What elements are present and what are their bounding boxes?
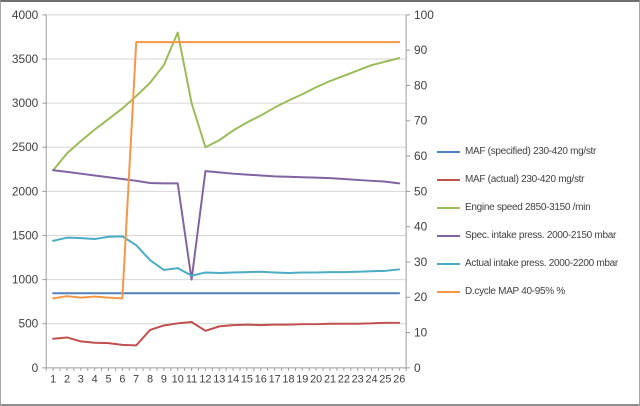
left-axis-tick-label: 2000 <box>12 184 39 198</box>
x-axis-tick-label: 26 <box>393 374 405 386</box>
legend-swatch-dcycle-map <box>437 290 460 293</box>
x-axis-tick-label: 9 <box>161 374 167 386</box>
right-axis-tick-label: 40 <box>414 220 428 234</box>
x-axis-tick-label: 17 <box>269 374 281 386</box>
x-axis-tick-label: 22 <box>338 374 350 386</box>
x-axis-tick-label: 3 <box>78 374 84 386</box>
legend-swatch-maf-specified <box>437 150 460 153</box>
series-line-maf-actual <box>52 321 401 347</box>
left-axis-tick-label: 1500 <box>12 228 39 242</box>
legend-swatch-spec-intake-press <box>437 234 460 237</box>
series-line-engine-speed <box>52 31 401 172</box>
x-axis-tick-label: 12 <box>199 374 211 386</box>
legend-item-maf-specified: MAF (specified) 230-420 mg/str <box>437 143 618 160</box>
x-axis-tick-label: 6 <box>119 374 125 386</box>
right-axis-tick-label: 10 <box>414 326 428 340</box>
legend-swatch-engine-speed <box>437 206 460 209</box>
x-axis-tick-label: 10 <box>172 374 184 386</box>
legend-label: D.cycle MAP 40-95% % <box>465 286 565 297</box>
legend-item-dcycle-map: D.cycle MAP 40-95% % <box>437 283 618 300</box>
legend-item-spec-intake-press: Spec. intake press. 2000-2150 mbar <box>437 227 618 244</box>
x-axis-tick-label: 4 <box>92 374 98 386</box>
x-axis-tick-label: 13 <box>213 374 225 386</box>
left-axis-tick-label: 500 <box>18 317 38 331</box>
left-axis-tick-label: 4000 <box>12 8 39 22</box>
x-axis-tick-label: 23 <box>352 374 364 386</box>
left-axis-tick-label: 3000 <box>12 96 39 110</box>
x-axis-tick-label: 7 <box>133 374 139 386</box>
right-axis-tick-label: 100 <box>414 8 434 22</box>
x-axis-tick-label: 20 <box>310 374 322 386</box>
series-line-dcycle-map <box>52 41 401 300</box>
right-axis-tick-label: 0 <box>414 361 421 375</box>
x-axis-tick-label: 8 <box>147 374 153 386</box>
legend-swatch-maf-actual <box>437 178 460 181</box>
right-axis-tick-label: 60 <box>414 149 428 163</box>
legend-label: MAF (specified) 230-420 mg/str <box>465 146 597 157</box>
legend-swatch-actual-intake-press <box>437 262 460 265</box>
right-axis-tick-label: 90 <box>414 43 428 57</box>
x-axis-tick-label: 2 <box>64 374 70 386</box>
x-axis-tick-label: 21 <box>324 374 336 386</box>
x-axis-tick-label: 24 <box>365 374 377 386</box>
x-axis-tick-label: 25 <box>379 374 391 386</box>
x-axis-tick-label: 5 <box>105 374 111 386</box>
legend-item-engine-speed: Engine speed 2850-3150 /min <box>437 199 618 216</box>
legend-item-maf-actual: MAF (actual) 230-420 mg/str <box>437 171 618 188</box>
legend-label: Spec. intake press. 2000-2150 mbar <box>465 230 617 241</box>
legend-label: MAF (actual) 230-420 mg/str <box>465 174 585 185</box>
series-line-actual-intake-press <box>52 235 401 277</box>
left-axis-tick-label: 2500 <box>12 140 39 154</box>
x-axis-tick-label: 14 <box>227 374 239 386</box>
right-axis-tick-label: 30 <box>414 255 428 269</box>
x-axis-tick-label: 15 <box>241 374 253 386</box>
left-axis-tick-label: 0 <box>32 361 39 375</box>
left-axis-tick-label: 3500 <box>12 52 39 66</box>
legend-item-actual-intake-press: Actual intake press. 2000-2200 mbar <box>437 255 618 272</box>
x-axis-tick-label: 19 <box>296 374 308 386</box>
right-axis-tick-label: 80 <box>414 78 428 92</box>
legend-label: Engine speed 2850-3150 /min <box>465 202 591 213</box>
right-axis-tick-label: 50 <box>414 184 428 198</box>
right-axis-tick-label: 20 <box>414 290 428 304</box>
x-axis-tick-label: 18 <box>282 374 294 386</box>
legend-label: Actual intake press. 2000-2200 mbar <box>465 258 618 269</box>
x-axis-tick-label: 16 <box>255 374 267 386</box>
left-axis-tick-label: 1000 <box>12 273 39 287</box>
series-line-spec-intake-press <box>52 169 401 281</box>
x-axis-tick-label: 1 <box>50 374 56 386</box>
x-axis-tick-label: 11 <box>186 374 197 386</box>
chart-legend: MAF (specified) 230-420 mg/str MAF (actua… <box>437 143 618 311</box>
right-axis-tick-label: 70 <box>414 114 428 128</box>
